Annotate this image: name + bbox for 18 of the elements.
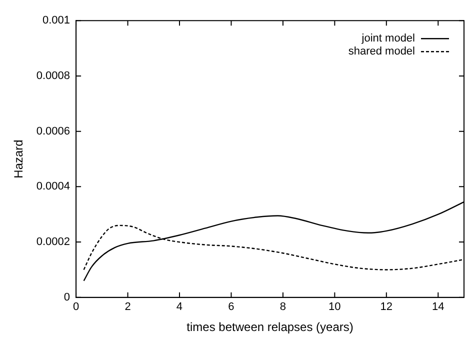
- y-tick-label: 0.0004: [36, 180, 70, 193]
- x-tick-label: 12: [380, 301, 393, 314]
- x-tick-label: 0: [72, 301, 80, 314]
- x-tick-label: 8: [280, 301, 286, 314]
- legend-label: joint model: [360, 32, 415, 45]
- y-tick-label: 0.0002: [36, 236, 70, 248]
- y-tick-label: 0: [64, 291, 70, 304]
- x-tick-label: 14: [432, 301, 444, 314]
- y-tick-label: 0.0006: [36, 125, 70, 138]
- y-axis-title: Hazard: [12, 140, 26, 178]
- x-tick-label: 10: [328, 301, 341, 314]
- x-tick-label: 6: [228, 301, 234, 314]
- y-tick-label: 0.001: [42, 14, 70, 27]
- x-axis-title: times between relapses (years): [186, 320, 354, 334]
- x-tick-label: 4: [176, 301, 183, 314]
- x-tick-label: 2: [124, 301, 131, 314]
- y-tick-label: 0.0008: [36, 70, 70, 82]
- legend-label: shared model: [348, 46, 415, 58]
